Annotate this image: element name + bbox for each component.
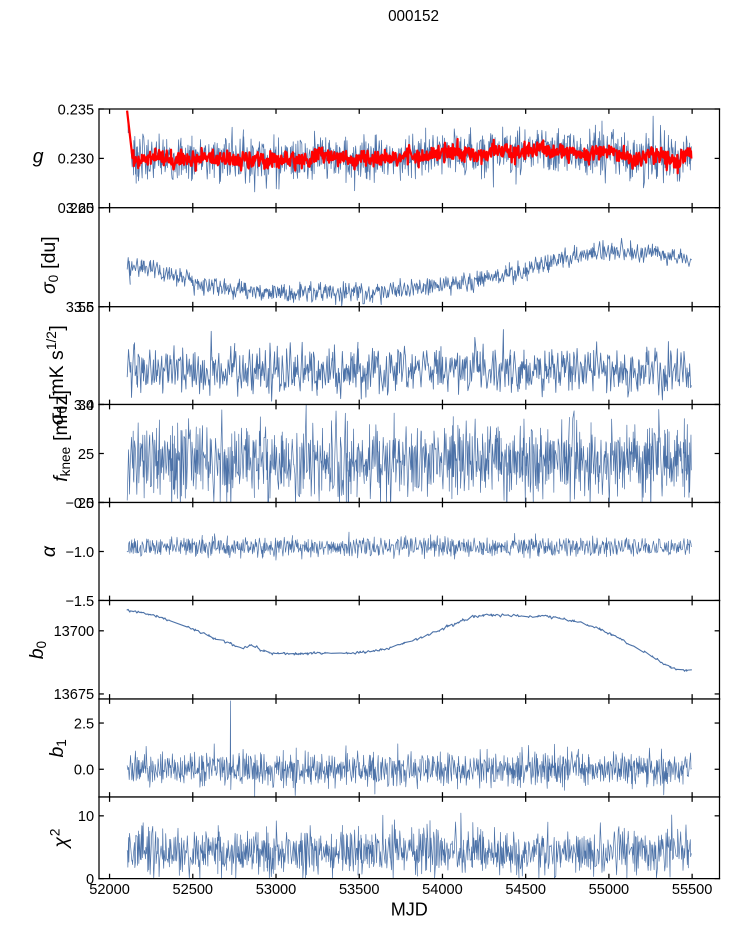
svg-text:52500: 52500	[173, 882, 214, 898]
svg-text:0.0: 0.0	[74, 763, 94, 779]
svg-text:55000: 55000	[589, 882, 630, 898]
svg-text:g: g	[33, 146, 44, 168]
svg-text:55500: 55500	[672, 882, 713, 898]
svg-text:b 1: b 1	[43, 739, 69, 757]
svg-text:MJD: MJD	[391, 900, 428, 920]
svg-text:0.235: 0.235	[58, 102, 94, 118]
svg-text:f k n e: f k n e e [ m H z ]	[47, 390, 75, 482]
svg-text:13675: 13675	[54, 687, 95, 703]
svg-text:10: 10	[78, 809, 94, 825]
svg-text:25: 25	[78, 447, 94, 463]
svg-text:2.5: 2.5	[74, 716, 94, 732]
svg-text:−1.5: −1.5	[65, 594, 94, 610]
svg-text:53000: 53000	[256, 882, 297, 898]
svg-text:−0.5: −0.5	[65, 496, 94, 512]
svg-text:54000: 54000	[422, 882, 463, 898]
svg-text:χ 2: χ 2	[47, 829, 72, 850]
svg-text:3.60: 3.60	[66, 201, 94, 217]
svg-text:σ 0 [: σ 0 [ d u ]	[35, 236, 63, 294]
svg-text:000152: 000152	[388, 8, 439, 25]
svg-text:54500: 54500	[505, 882, 546, 898]
svg-text:52000: 52000	[89, 882, 130, 898]
svg-text:0: 0	[86, 872, 94, 888]
svg-text:30: 30	[78, 398, 94, 414]
svg-text:53500: 53500	[339, 882, 380, 898]
svg-text:−1.0: −1.0	[65, 545, 94, 561]
svg-text:α: α	[38, 545, 60, 557]
svg-text:3.6: 3.6	[74, 300, 94, 316]
svg-text:b 0: b 0	[23, 640, 49, 659]
svg-text:13700: 13700	[54, 624, 95, 640]
svg-text:0.230: 0.230	[58, 152, 94, 168]
